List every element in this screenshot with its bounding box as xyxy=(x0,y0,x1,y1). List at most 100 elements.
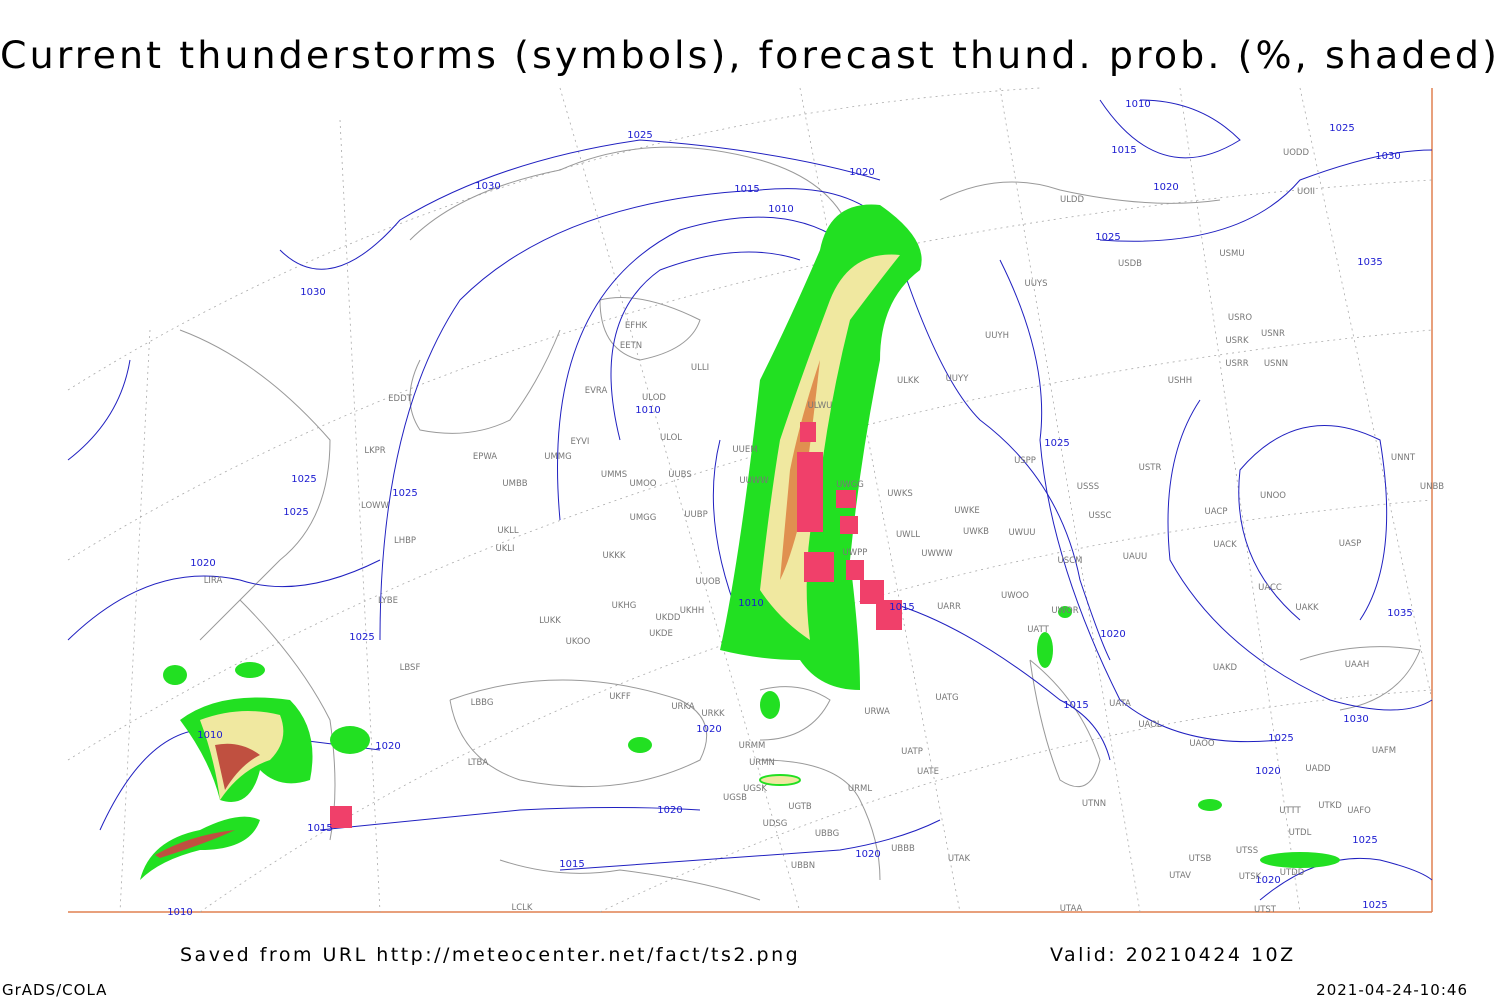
coastline xyxy=(499,859,761,901)
station-label: USCM xyxy=(1058,556,1083,566)
station-label: EETN xyxy=(620,341,642,351)
isobars xyxy=(67,99,1433,901)
isobar-label: 1015 xyxy=(889,602,914,613)
station-label: UTAV xyxy=(1169,871,1191,881)
isobar-label: 1020 xyxy=(375,741,400,752)
station-label: EFHK xyxy=(625,321,648,331)
graticule-line xyxy=(999,87,1141,913)
station-label: LKPR xyxy=(364,446,385,456)
graticule-line xyxy=(1179,87,1301,913)
station-label: UAFM xyxy=(1372,746,1396,756)
station-label: UKFF xyxy=(609,692,631,702)
isobar-label: 1015 xyxy=(1111,145,1136,156)
probability-area xyxy=(155,830,235,858)
isobar-label: 1025 xyxy=(1329,123,1354,134)
isobar xyxy=(557,216,841,521)
coastline xyxy=(759,686,831,741)
station-label: UTDD xyxy=(1280,868,1305,878)
station-label: UNBB xyxy=(1420,482,1444,492)
station-label: UWKB xyxy=(963,527,989,537)
station-label: UAOO xyxy=(1189,739,1215,749)
station-label: UADD xyxy=(1305,764,1331,774)
isobar xyxy=(279,139,881,270)
station-label: EDDT xyxy=(388,394,412,404)
probability-area xyxy=(1260,852,1340,868)
station-label: UATT xyxy=(1027,625,1049,635)
storm-symbol xyxy=(846,560,864,580)
isobar-label: 1020 xyxy=(855,849,880,860)
station-label: USRK xyxy=(1225,336,1249,346)
station-label: EPWA xyxy=(473,452,497,462)
station-label: LYBE xyxy=(378,596,398,606)
probability-area xyxy=(1037,632,1053,668)
station-label: LOWW xyxy=(361,501,390,511)
graticule-line xyxy=(339,119,381,913)
station-label: UUYY xyxy=(946,374,970,384)
isobar xyxy=(610,251,801,441)
station-label: UOII xyxy=(1297,187,1315,197)
station-label: USDB xyxy=(1118,259,1142,269)
station-label: UWOR xyxy=(1051,606,1078,616)
station-label: UWLL xyxy=(896,530,920,540)
probability-area xyxy=(759,774,801,786)
station-label: UTSS xyxy=(1236,846,1258,856)
isobar xyxy=(1259,857,1433,901)
graticule-line xyxy=(599,689,1433,913)
station-label: USRO xyxy=(1228,313,1253,323)
isobar-label: 1020 xyxy=(657,805,682,816)
station-label: UUEM xyxy=(732,445,757,455)
probability-area xyxy=(235,662,265,678)
isobar-label: 1020 xyxy=(696,724,721,735)
station-label: UBBB xyxy=(891,844,915,854)
station-label: USSS xyxy=(1077,482,1099,492)
station-label: UUYH xyxy=(985,331,1009,341)
station-label: UDSG xyxy=(763,819,788,829)
isobar-label: 1010 xyxy=(635,405,660,416)
isobar-label: 1015 xyxy=(307,823,332,834)
isobar-label: 1025 xyxy=(1362,900,1387,911)
coastline xyxy=(409,329,561,434)
station-label: UAUU xyxy=(1123,552,1147,562)
isobar xyxy=(1099,149,1433,242)
isobar xyxy=(67,359,131,461)
station-label: LBBG xyxy=(471,698,494,708)
isobar-label: 1020 xyxy=(1100,629,1125,640)
station-label: UWUU xyxy=(1008,528,1035,538)
coastline xyxy=(939,181,1221,204)
isobar-label: 1030 xyxy=(475,181,500,192)
coastline xyxy=(1029,659,1101,788)
station-label: ULWU xyxy=(808,401,833,411)
station-label: UWKS xyxy=(887,489,913,499)
station-label: LBSF xyxy=(400,663,421,673)
station-label: UKHG xyxy=(612,601,637,611)
isobar xyxy=(559,819,941,871)
source-note: Saved from URL http://meteocenter.net/fa… xyxy=(180,944,800,966)
graticule xyxy=(67,87,1433,913)
isobar-label: 1025 xyxy=(1095,232,1120,243)
station-label: UUWW xyxy=(739,476,769,486)
station-label: UMMS xyxy=(601,470,627,480)
station-label: UTAA xyxy=(1060,904,1083,914)
graticule-line xyxy=(67,329,1433,761)
station-label: UMOO xyxy=(630,479,657,489)
station-label: URKA xyxy=(671,702,695,712)
station-label: UWWW xyxy=(921,549,953,559)
station-label: UACC xyxy=(1258,583,1282,593)
coastline xyxy=(599,297,701,361)
station-label: UODD xyxy=(1283,148,1309,158)
isobar xyxy=(1099,99,1241,159)
storm-symbol xyxy=(876,600,902,630)
isobar-label: 1030 xyxy=(1375,151,1400,162)
isobar-label: 1010 xyxy=(167,907,192,918)
isobar-label: 1020 xyxy=(1255,875,1280,886)
coastline xyxy=(759,759,881,881)
station-label: UASP xyxy=(1339,539,1362,549)
station-label: UTSK xyxy=(1239,872,1262,882)
isobar-label: 1020 xyxy=(190,558,215,569)
isobar-label: 1025 xyxy=(291,474,316,485)
station-label: UTNN xyxy=(1082,799,1106,809)
station-label: UGTB xyxy=(788,802,812,812)
isobar-label: 1025 xyxy=(283,507,308,518)
probability-area xyxy=(1058,606,1072,618)
